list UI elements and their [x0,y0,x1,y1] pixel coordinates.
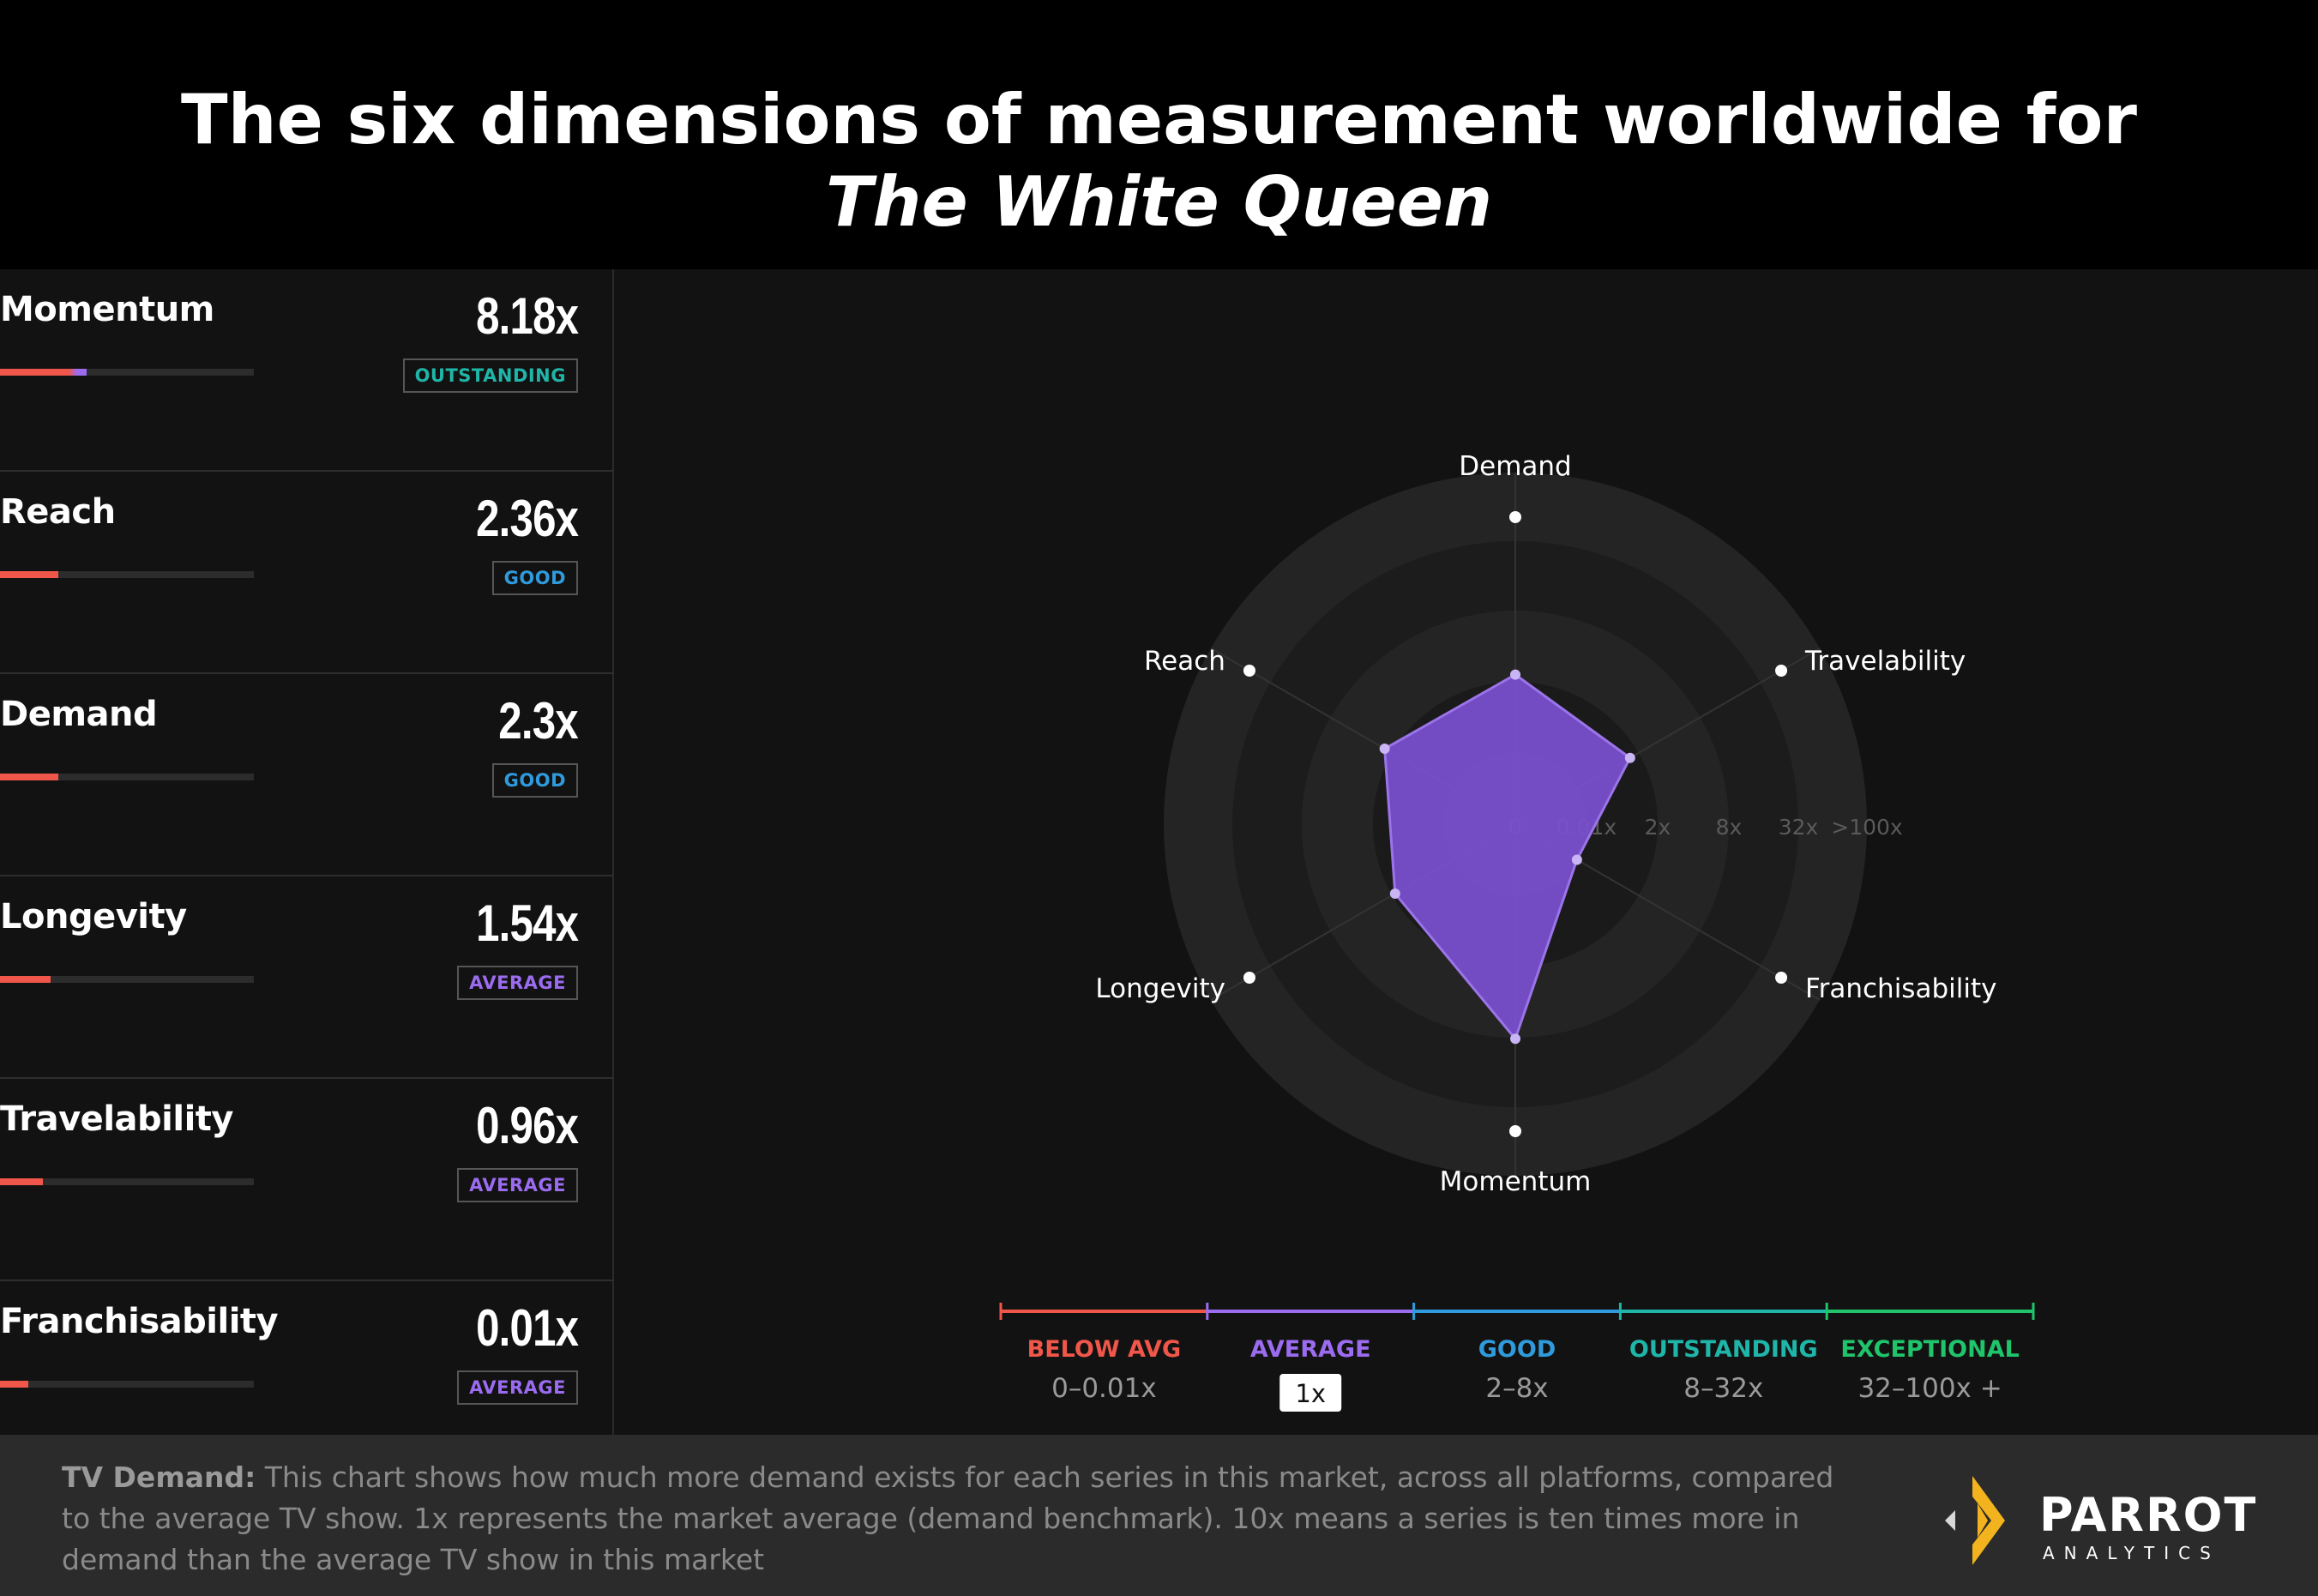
radar-axis-label: Momentum [1440,1166,1592,1197]
metric-rating-badge: AVERAGE [457,1168,578,1202]
metric-bar-track [0,1381,254,1388]
metric-rating-badge: GOOD [491,561,578,595]
metric-bar-track [0,571,254,578]
metric-value: 2.36x [475,490,579,547]
radar-axis-label: Reach [1144,646,1225,677]
radar-chart: 00.01x2x8x32x>100x DemandTravelabilityFr… [999,451,2035,1412]
header: The six dimensions of measurement worldw… [0,0,2318,269]
metric-value: 0.01x [475,1299,579,1357]
radar-axis-dot [1509,511,1521,523]
metric-rating-badge: OUTSTANDING [402,358,578,393]
footer-description: TV Demand: This chart shows how much mor… [62,1457,1845,1581]
metric-row: Travelability 0.96x AVERAGE [0,1079,614,1281]
metric-name: Demand [0,695,158,734]
metric-row: Franchisability 0.01x AVERAGE [0,1281,614,1484]
radar-axis-dot [1243,972,1255,984]
metric-row: Momentum 8.18x OUTSTANDING [0,269,614,472]
radar-axis-label: Franchisability [1805,973,1996,1004]
legend-range: 1x [1295,1379,1326,1408]
metric-bar-fill [0,1178,44,1185]
radar-axis-dot [1775,665,1788,677]
radar-data-point [1379,744,1390,755]
radar-axis-labels: Demand Travelability Franchisability Moment… [1095,451,1996,1197]
footer: TV Demand: This chart shows how much mor… [0,1435,2318,1596]
metric-bar-fill [0,571,59,578]
metric-rating-badge: GOOD [491,763,578,798]
scale-tick-label: >100x [1831,815,1902,840]
legend-label: BELOW AVG [1027,1336,1182,1363]
legend-label: EXCEPTIONAL [1840,1336,2019,1363]
logo-wordmark: PARROT [2039,1488,2258,1542]
metric-bar-fill [0,1381,28,1388]
metric-name: Reach [0,492,116,532]
metric-row: Longevity 1.54x AVERAGE [0,876,614,1079]
legend-label: AVERAGE [1250,1336,1371,1363]
legend-range: 0–0.01x [1051,1373,1157,1404]
radar-data-point [1510,1033,1520,1045]
metric-value: 1.54x [475,894,579,952]
radar-data-point [1389,888,1400,899]
metric-name: Franchisability [0,1302,279,1341]
metric-bar-track [0,976,254,983]
footer-lead: TV Demand: [62,1460,256,1494]
metric-bar-track [0,774,254,780]
metric-row: Reach 2.36x GOOD [0,472,614,674]
metric-name: Longevity [0,897,187,937]
metric-bar-track [0,1178,254,1185]
metrics-list: Momentum 8.18x OUTSTANDING Reach 2.36x G… [0,269,614,1435]
metric-bar-track [0,369,254,376]
legend-range: 8–32x [1683,1373,1763,1404]
parrot-analytics-logo-icon [1945,1476,2005,1565]
metric-name: Momentum [0,290,214,329]
scale-tick-label: 8x [1716,815,1743,840]
radar-axis-dot [1509,1125,1521,1137]
radar-data-point [1510,669,1520,680]
legend-label: GOOD [1478,1336,1556,1363]
radar-polygon-layer [1379,669,1635,1045]
scale-tick-label: 2x [1645,815,1671,840]
legend-label: OUTSTANDING [1629,1336,1818,1363]
radar-data-point [1624,752,1635,763]
radar-axis-dot [1243,665,1255,677]
metric-bar-fill [0,976,51,983]
metric-value: 0.96x [475,1097,579,1154]
legend-range: 32–100x + [1857,1373,2002,1404]
legend-range: 2–8x [1485,1373,1548,1404]
main-panel: Momentum 8.18x OUTSTANDING Reach 2.36x G… [0,269,2318,1435]
page-title: The six dimensions of measurement worldw… [103,79,2215,244]
legend-benchmark-pill [1279,1374,1342,1412]
metric-value: 8.18x [475,287,579,345]
metric-name: Travelability [0,1099,233,1139]
title-show-name: The White Queen [825,162,1493,242]
metric-row: Demand 2.3x GOOD [0,674,614,876]
metric-bar-fill [0,774,59,780]
radar-data-point [1571,854,1582,865]
logo-subtitle: ANALYTICS [2043,1543,2220,1563]
footer-body: This chart shows how much more demand ex… [62,1460,1834,1576]
radar-axis-label: Travelability [1804,646,1966,677]
radar-axis-dot [1775,972,1788,984]
radar-axis-label: Demand [1459,451,1571,482]
metric-value: 2.3x [498,692,579,750]
metric-bar-fill [0,369,87,376]
rating-legend: BELOW AVG 0–0.01x AVERAGE 1x GOOD 2–8x OUTSTAN… [999,1303,2035,1412]
metric-rating-badge: AVERAGE [457,1370,578,1405]
scale-tick-label: 32x [1779,815,1819,840]
radar-axis-label: Longevity [1095,973,1225,1004]
title-prefix: The six dimensions of measurement worldw… [181,80,2137,160]
metric-rating-badge: AVERAGE [457,966,578,1000]
